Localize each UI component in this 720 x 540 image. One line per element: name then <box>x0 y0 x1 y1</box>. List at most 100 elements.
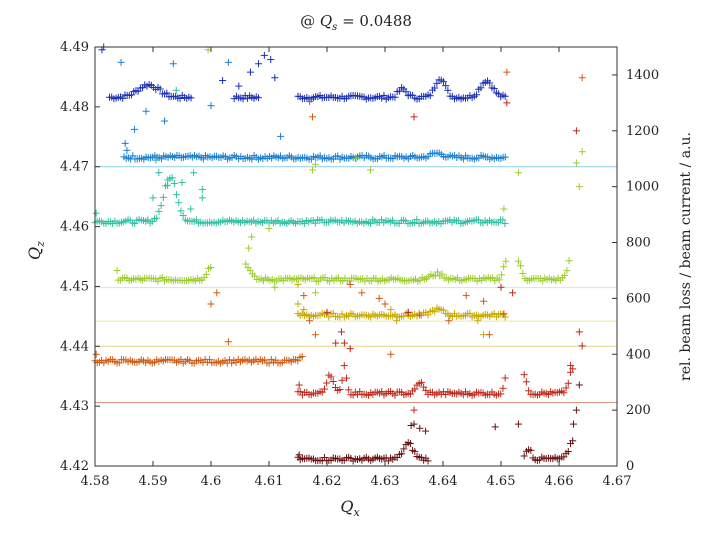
series-6-outlier <box>311 331 319 339</box>
series-3-point <box>501 220 509 228</box>
series-5-outlier <box>474 317 482 325</box>
y-tick-label: 4.47 <box>60 160 89 175</box>
series-2-marker <box>121 139 129 147</box>
x-tick-label: 4.64 <box>429 474 458 489</box>
series-1-outlier <box>246 68 254 76</box>
series-8-point <box>527 446 535 454</box>
series-2-outlier <box>207 102 215 110</box>
series-3-point <box>168 174 176 182</box>
series-7-outlier <box>410 113 418 121</box>
series-6-outlier <box>306 317 314 325</box>
series-3-outlier <box>149 194 157 202</box>
series-7-outlier <box>410 406 418 414</box>
series-7-point <box>522 378 530 386</box>
series-5-point <box>501 313 509 321</box>
series-1-point <box>391 93 399 101</box>
series-7-point <box>497 390 505 398</box>
series-8-point <box>424 457 432 465</box>
y-tick-label: 4.49 <box>60 40 89 55</box>
series-4-marker <box>113 266 121 274</box>
series-3-point <box>170 179 178 187</box>
series-6-outlier <box>213 289 221 297</box>
series-2-point <box>501 153 509 161</box>
series-8-point <box>411 448 419 456</box>
series-4-outlier <box>245 244 253 252</box>
series-2-outlier <box>224 58 232 66</box>
series-4-outlier <box>514 169 522 177</box>
x-tick-label: 4.6 <box>201 474 222 489</box>
series-7-outlier <box>346 345 354 353</box>
series-1-point <box>501 92 509 100</box>
series-8-outlier <box>491 423 499 431</box>
y-tick-label: 4.48 <box>60 100 89 115</box>
series-7-point <box>411 385 419 393</box>
axis-ticks: 4.58 4.59 4.6 4.61 4.62 4.63 4.64 4.65 4.66 4.67 4… <box>60 40 659 489</box>
series-3-outlier <box>198 194 206 202</box>
series-1-outlier <box>271 74 279 82</box>
series-1-point <box>156 85 164 93</box>
series-3-outlier <box>178 178 186 186</box>
series-1-outlier <box>219 77 227 85</box>
series-2-outlier <box>130 125 138 133</box>
series-1-outlier <box>255 60 263 68</box>
series-8-outlier <box>416 424 424 432</box>
series-5-point <box>466 309 474 317</box>
series-6-outlier <box>375 294 383 302</box>
series-1-point <box>444 86 452 94</box>
series-3-point <box>177 207 185 215</box>
series-6-outlier <box>480 297 488 305</box>
series-7-point <box>564 379 572 387</box>
series-7-outlier <box>404 308 412 316</box>
data-points <box>91 43 586 465</box>
series-4-point <box>202 270 210 278</box>
series-6-point <box>298 352 306 360</box>
series-6-outlier <box>300 292 308 300</box>
series-1-point <box>380 91 388 99</box>
series-3-point <box>499 216 507 224</box>
series-1-point <box>473 91 481 99</box>
series-6-outlier <box>445 317 453 325</box>
series-2-point <box>199 155 207 163</box>
x-tick-label: 4.62 <box>313 474 342 489</box>
series-7-point <box>320 385 328 393</box>
series-8-outlier <box>407 421 415 429</box>
series-7-outlier <box>578 342 586 350</box>
series-1-point <box>433 79 441 87</box>
series-3-outlier <box>172 86 180 94</box>
series-8-point <box>569 437 577 445</box>
series-3-point <box>367 220 374 228</box>
series-4-outlier <box>265 225 273 233</box>
y-tick-label: 4.42 <box>60 459 89 474</box>
x-tick-label: 4.66 <box>545 474 574 489</box>
series-4-point <box>434 268 442 276</box>
series-8-marker <box>295 451 303 459</box>
series-4-point <box>497 271 505 279</box>
series-4-outlier <box>271 283 279 291</box>
x-tick-label: 4.63 <box>371 474 400 489</box>
y-tick-label: 4.44 <box>60 339 89 354</box>
y-tick-label: 4.45 <box>60 279 89 294</box>
series-1-point <box>187 94 195 102</box>
series-1-point <box>477 84 485 92</box>
series-6-marker <box>92 350 100 358</box>
series-1-outlier <box>260 51 268 59</box>
series-3-outlier <box>152 156 160 164</box>
series-5-point <box>431 308 439 316</box>
series-2-outlier <box>117 58 125 66</box>
series-1-point <box>431 84 439 92</box>
series-3-outlier <box>155 169 163 177</box>
reference-lines <box>95 166 617 404</box>
y-tick-label: 4.43 <box>60 399 89 414</box>
series-4-outlier <box>500 205 508 213</box>
series-8-outlier <box>422 427 430 435</box>
series-8-outlier <box>572 406 580 414</box>
series-6-outlier <box>500 310 508 318</box>
series-6-outlier <box>306 97 314 105</box>
series-6-point <box>265 359 273 367</box>
series-5-marker <box>294 300 302 308</box>
series-4-point <box>500 263 508 271</box>
series-4-point <box>495 276 503 284</box>
axis-titles: @ Qs = 0.0488 Qx Qz rel. beam loss / beam c… <box>25 12 694 519</box>
series-1-point <box>442 82 450 90</box>
series-7-point <box>329 377 337 385</box>
